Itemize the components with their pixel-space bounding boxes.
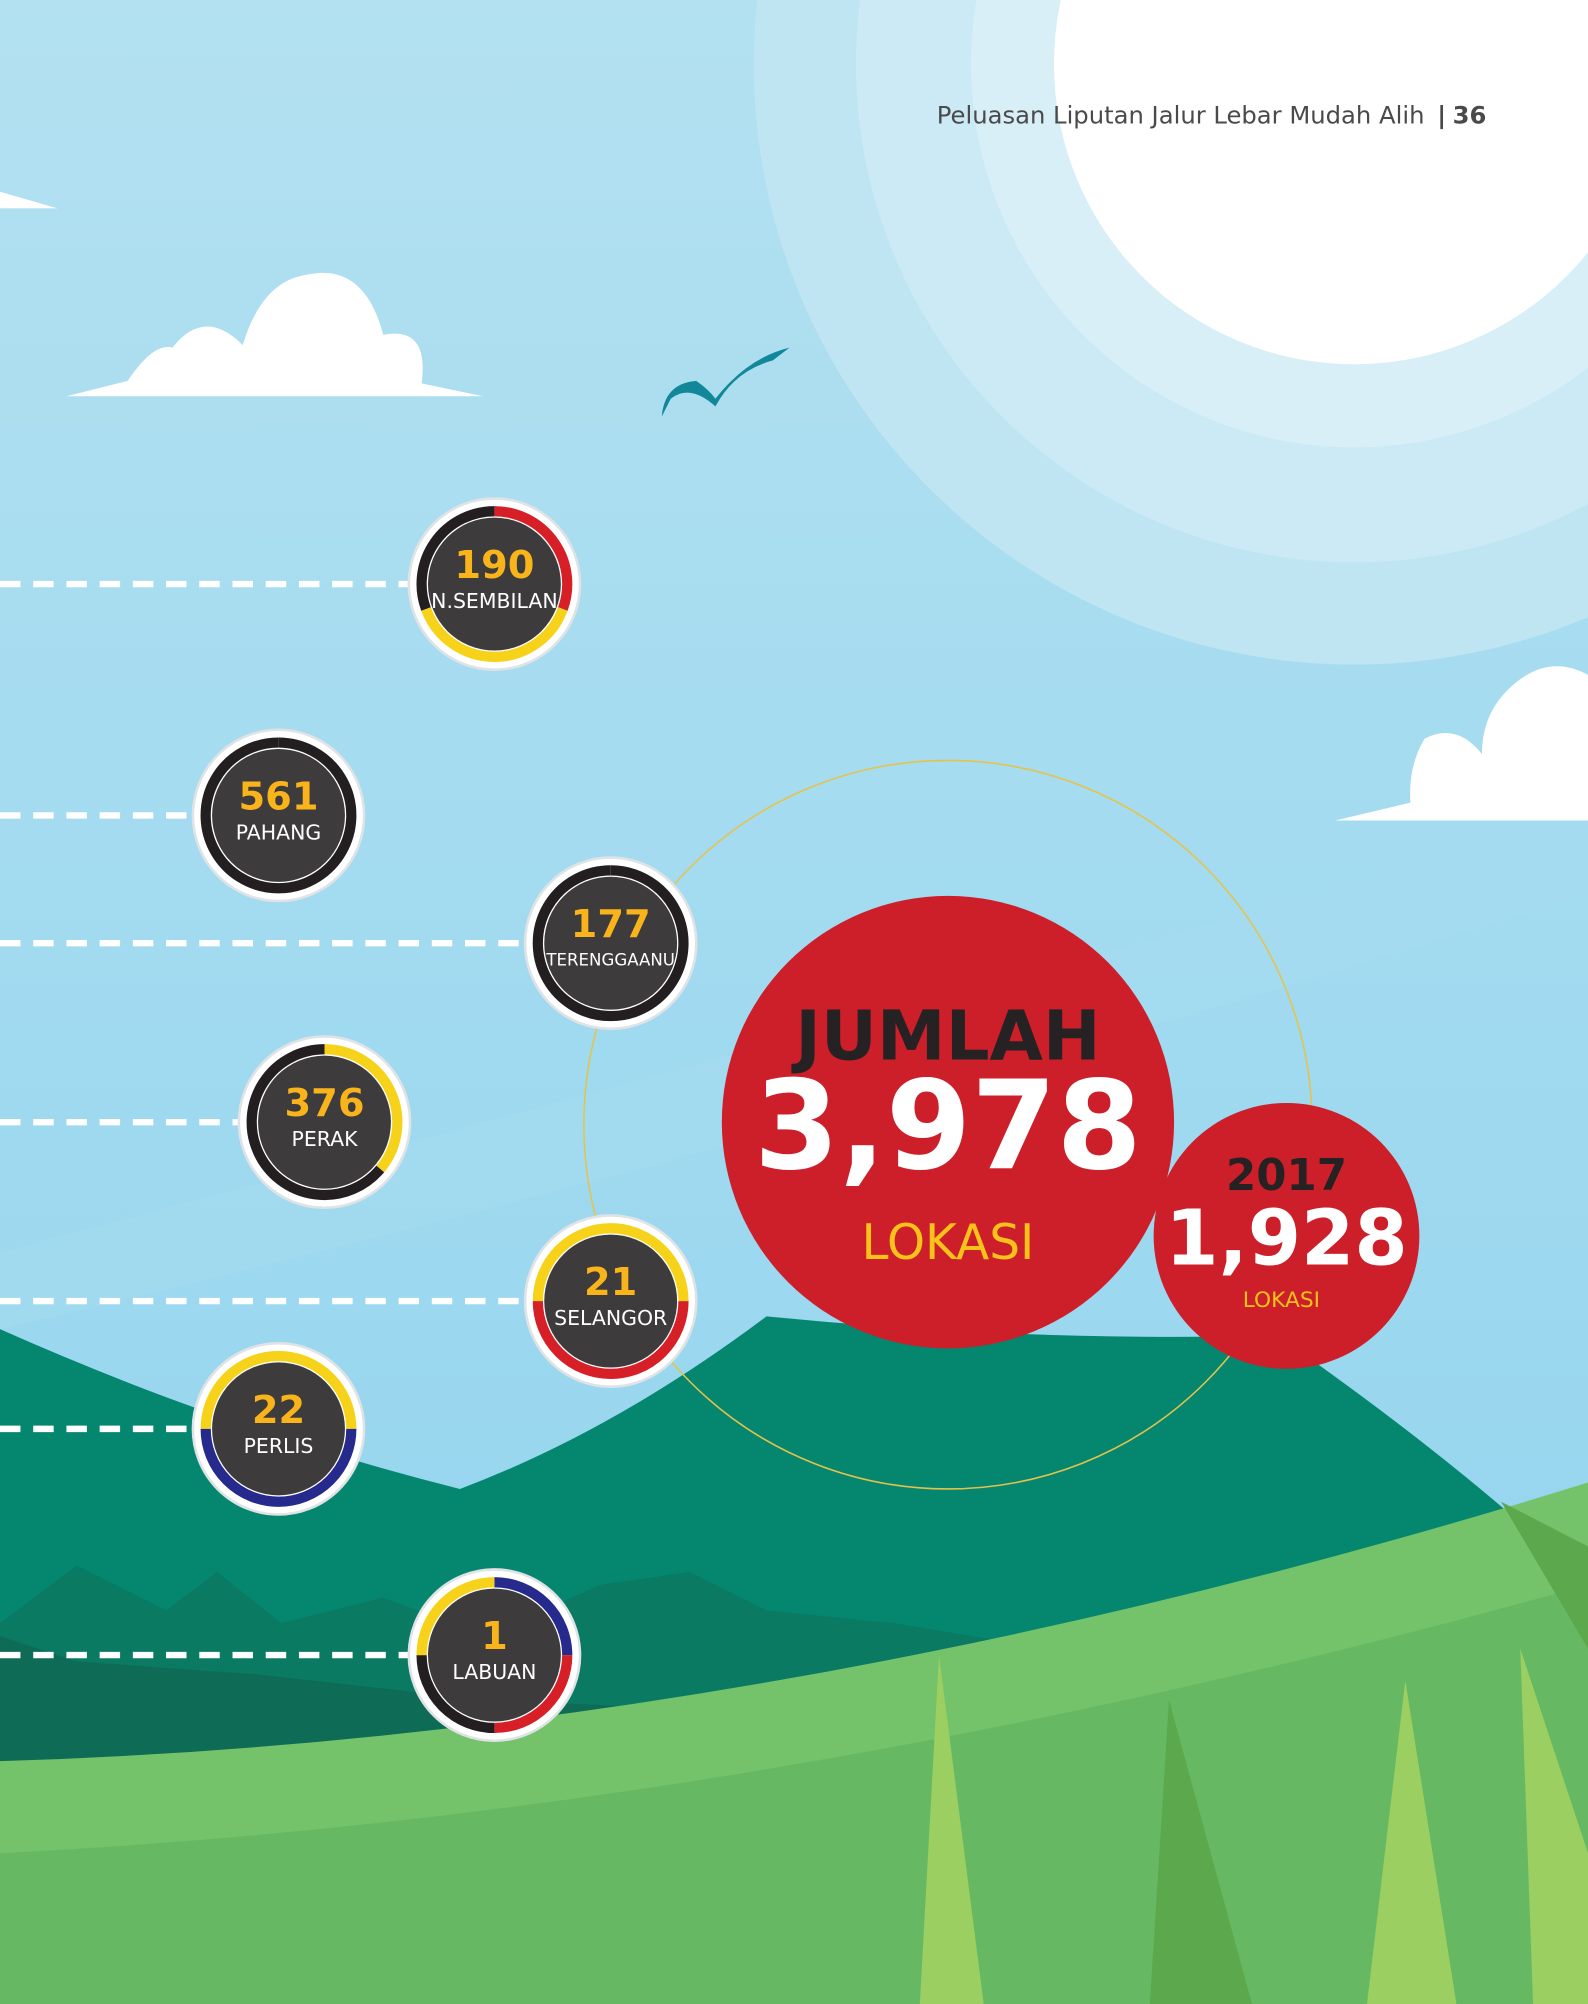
state-value: 21 bbox=[584, 1260, 637, 1305]
previous-year: 2017 bbox=[1226, 1151, 1347, 1201]
state-value: 561 bbox=[239, 774, 319, 819]
page: {"header":{"title":"Peluasan Liputan Jal… bbox=[0, 0, 1588, 2004]
header-separator: | bbox=[1437, 100, 1446, 129]
state-name: LABUAN bbox=[452, 1660, 536, 1684]
state-name: PERLIS bbox=[244, 1434, 314, 1458]
state-name: TERENGGAANU bbox=[545, 951, 675, 970]
state-value: 177 bbox=[571, 902, 651, 947]
state-name: PERAK bbox=[292, 1127, 359, 1151]
state-name: PAHANG bbox=[236, 820, 321, 844]
header-title: Peluasan Liputan Jalur Lebar Mudah Alih bbox=[937, 100, 1425, 129]
state-value: 190 bbox=[454, 543, 534, 588]
total-unit: LOKASI bbox=[862, 1215, 1035, 1271]
state-name: SELANGOR bbox=[554, 1306, 667, 1330]
total-value: 3,978 bbox=[754, 1055, 1142, 1198]
previous-value: 1,928 bbox=[1165, 1195, 1407, 1284]
state-value: 1 bbox=[481, 1614, 508, 1659]
state-value: 376 bbox=[284, 1081, 364, 1126]
page-number: 36 bbox=[1453, 100, 1487, 129]
state-value: 22 bbox=[252, 1388, 305, 1433]
previous-unit: LOKASI bbox=[1243, 1288, 1320, 1313]
infographic: Peluasan Liputan Jalur Lebar Mudah Alih … bbox=[0, 0, 1588, 2004]
state-name: N.SEMBILAN bbox=[431, 589, 557, 613]
